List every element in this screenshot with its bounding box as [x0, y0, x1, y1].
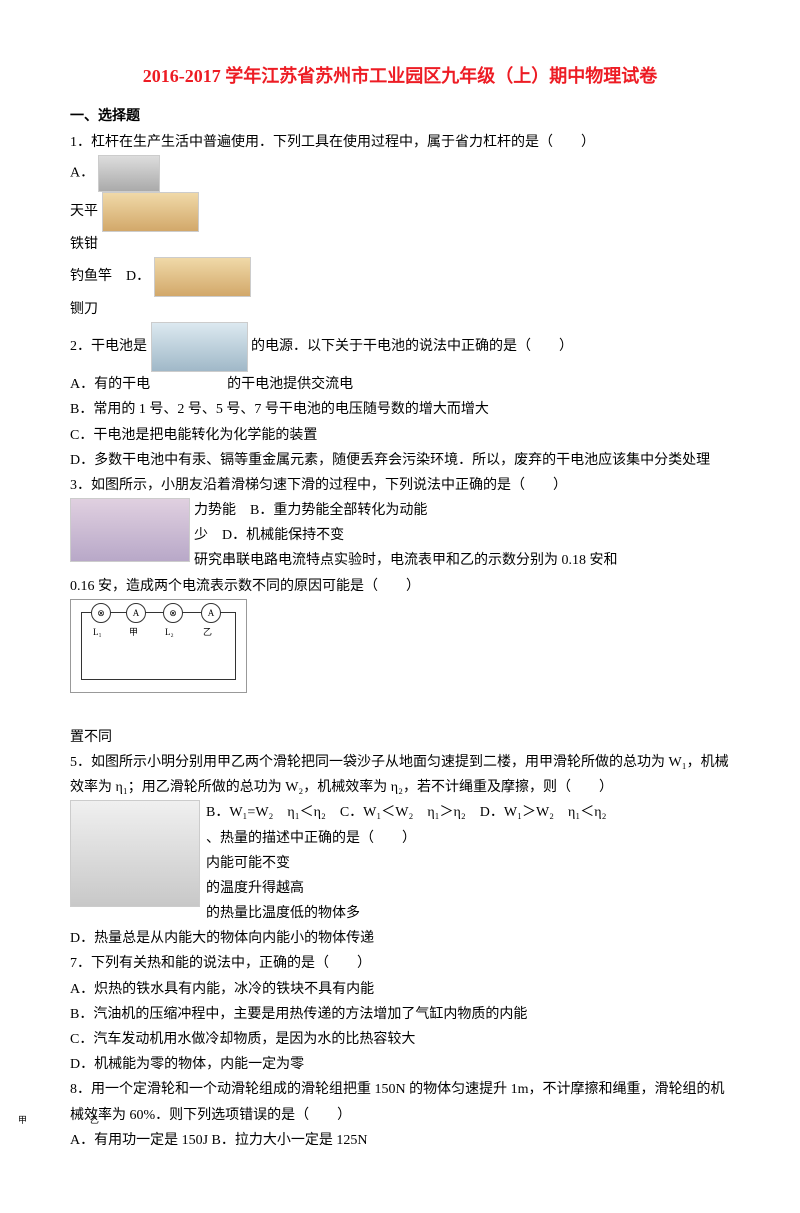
- pulley-label-yi: 乙: [90, 1112, 99, 1128]
- q3-opt-a: 力势能 B．重力势能全部转化为动能: [194, 503, 427, 518]
- cutter-image-icon: [151, 322, 248, 372]
- ammeter-jia-icon: A: [126, 603, 146, 623]
- label-jia: 甲: [129, 624, 138, 640]
- q1-opt-b-text: 铁钳: [70, 237, 98, 252]
- q1-opt-a-label: A．: [70, 165, 94, 180]
- pulley-label-jia: 甲: [18, 1112, 27, 1128]
- q7-opt-d: D．机械能为零的物体，内能一定为零: [70, 1057, 304, 1072]
- q3-opt-d2: 0.16 安，造成两个电流表示数不同的原因可能是（ ）: [70, 579, 420, 594]
- q2-stem-a: 2．干电池是: [70, 339, 147, 354]
- q7-opt-c: C．汽车发动机用水做冷却物质，是因为水的比热容较大: [70, 1032, 415, 1047]
- circuit-diagram-icon: ⊗ A ⊗ A L₁ 甲 L₂ 乙: [70, 599, 247, 693]
- slide-image-icon: [70, 498, 190, 562]
- q8-opt-a: A．有用功一定是 150J B．拉力大小一定是 125N: [70, 1133, 368, 1148]
- q3-stem: 3．如图所示，小朋友沿着滑梯匀速下滑的过程中，下列说法中正确的是（ ）: [70, 478, 567, 493]
- q2-stem-b: 的电源．以下关于干电池的说法中正确的是（ ）: [251, 339, 573, 354]
- exam-title: 2016-2017 学年江苏省苏州市工业园区九年级（上）期中物理试卷: [70, 60, 730, 92]
- q2-opt-d: D．多数干电池中有汞、镉等重金属元素，随便丢弃会污染环境．所以，废弃的干电池应该…: [70, 453, 710, 468]
- q7-opt-b: B．汽油机的压缩冲程中，主要是用热传递的方法增加了气缸内物质的内能: [70, 1007, 527, 1022]
- q1-opt-c-text: 钓鱼竿 D．: [70, 269, 150, 284]
- q2-opt-a1: A．有的干电: [70, 377, 150, 392]
- q7-opt-a: A．炽热的铁水具有内能，冰冷的铁块不具有内能: [70, 982, 374, 997]
- q5-stem: 5．如图所示小明分别用甲乙两个滑轮把同一袋沙子从地面匀速提到二楼，用甲滑轮所做的…: [70, 755, 729, 795]
- q2-opt-a2: 的干电池提供交流电: [227, 377, 353, 392]
- label-l2: L₂: [165, 624, 174, 640]
- q7-stem: 7．下列有关热和能的说法中，正确的是（ ）: [70, 956, 371, 971]
- pulley-diagram-icon: 甲 乙: [70, 800, 200, 907]
- q6-opt-d: D．热量总是从内能大的物体向内能小的物体传递: [70, 931, 374, 946]
- q2-opt-c: C．干电池是把电能转化为化学能的装置: [70, 428, 317, 443]
- balance-scale-icon: [98, 155, 160, 192]
- q5-opts: B．W₁=W₂ η₁＜η₂ C．W₁＜W₂ η₁＞η₂ D．W₁＞W₂ η₁＜η…: [206, 805, 606, 820]
- q6-opt-b: 的温度升得越高: [206, 881, 304, 896]
- lamp-l2-icon: ⊗: [163, 603, 183, 623]
- q6-opt-c: 的热量比温度低的物体多: [206, 906, 360, 921]
- q1-opt-a-text: 天平: [70, 204, 98, 219]
- q1-stem: 1．杠杆在生产生活中普遍使用．下列工具在使用过程中，属于省力杠杆的是（ ）: [70, 135, 595, 150]
- lamp-l1-icon: ⊗: [91, 603, 111, 623]
- q1-opt-d-text: 铡刀: [70, 302, 98, 317]
- question-3: 3．如图所示，小朋友沿着滑梯匀速下滑的过程中，下列说法中正确的是（ ） 力势能 …: [70, 473, 730, 599]
- question-6d: D．热量总是从内能大的物体向内能小的物体传递: [70, 926, 730, 951]
- q3-opt-c: 少 D．机械能保持不变: [194, 528, 344, 543]
- question-1: 1．杠杆在生产生活中普遍使用．下列工具在使用过程中，属于省力杠杆的是（ ） A．…: [70, 130, 730, 323]
- label-yi: 乙: [203, 624, 212, 640]
- q4-opt: 置不同: [70, 730, 112, 745]
- ammeter-yi-icon: A: [201, 603, 221, 623]
- q6-opt-a: 内能可能不变: [206, 856, 290, 871]
- section-1-header: 一、选择题: [70, 104, 730, 129]
- fishing-rod-icon: [154, 257, 251, 297]
- label-l1: L₁: [93, 624, 102, 640]
- q3-opt-d: 研究串联电路电流特点实验时，电流表甲和乙的示数分别为 0.18 安和: [194, 553, 618, 568]
- tool-image-icon: [102, 192, 199, 232]
- q8-stem: 8．用一个定滑轮和一个动滑轮组成的滑轮组把重 150N 的物体匀速提升 1m，不…: [70, 1082, 725, 1122]
- q2-opt-b: B．常用的 1 号、2 号、5 号、7 号干电池的电压随号数的增大而增大: [70, 402, 489, 417]
- question-2: 2．干电池是 的电源．以下关于干电池的说法中正确的是（ ） A．有的干电 的干电…: [70, 322, 730, 473]
- question-4: ⊗ A ⊗ A L₁ 甲 L₂ 乙 置不同: [70, 599, 730, 750]
- q6-stem: 、热量的描述中正确的是（ ）: [206, 831, 416, 846]
- question-5: 5．如图所示小明分别用甲乙两个滑轮把同一袋沙子从地面匀速提到二楼，用甲滑轮所做的…: [70, 750, 730, 926]
- question-7: 7．下列有关热和能的说法中，正确的是（ ） A．炽热的铁水具有内能，冰冷的铁块不…: [70, 951, 730, 1077]
- question-8: 8．用一个定滑轮和一个动滑轮组成的滑轮组把重 150N 的物体匀速提升 1m，不…: [70, 1077, 730, 1153]
